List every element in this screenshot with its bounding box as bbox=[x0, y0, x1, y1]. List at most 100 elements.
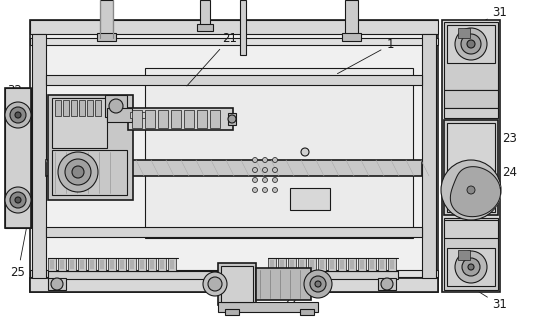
Text: 23: 23 bbox=[474, 132, 517, 154]
Bar bbox=[240, 0, 246, 55]
Bar bbox=[458, 28, 470, 38]
Circle shape bbox=[272, 157, 277, 162]
Bar bbox=[358, 258, 366, 271]
Bar bbox=[145, 68, 413, 238]
Circle shape bbox=[58, 152, 98, 192]
Circle shape bbox=[315, 281, 321, 287]
Bar bbox=[68, 258, 76, 271]
Circle shape bbox=[253, 157, 257, 162]
Bar bbox=[70, 260, 74, 269]
Bar bbox=[310, 260, 314, 269]
Text: 1: 1 bbox=[338, 38, 394, 74]
Bar bbox=[52, 98, 107, 148]
Bar bbox=[444, 218, 498, 290]
Bar bbox=[338, 258, 346, 271]
Bar bbox=[268, 258, 276, 271]
Circle shape bbox=[455, 251, 487, 283]
Bar bbox=[447, 248, 495, 286]
Bar bbox=[184, 110, 194, 128]
Bar bbox=[458, 250, 470, 260]
Bar bbox=[150, 260, 154, 269]
Bar bbox=[5, 88, 31, 228]
Circle shape bbox=[272, 168, 277, 172]
Bar bbox=[360, 260, 364, 269]
Bar bbox=[90, 260, 94, 269]
Bar bbox=[30, 38, 438, 45]
Bar bbox=[444, 120, 498, 215]
Circle shape bbox=[228, 115, 236, 123]
Bar bbox=[197, 24, 213, 31]
Bar bbox=[60, 260, 64, 269]
Circle shape bbox=[262, 168, 267, 172]
Bar bbox=[270, 260, 274, 269]
Bar bbox=[55, 100, 61, 116]
Bar bbox=[110, 260, 114, 269]
Circle shape bbox=[381, 278, 393, 290]
Text: 22: 22 bbox=[276, 274, 297, 308]
Text: 25: 25 bbox=[11, 223, 27, 279]
Bar bbox=[52, 150, 127, 195]
Bar bbox=[108, 258, 116, 271]
Bar bbox=[370, 260, 374, 269]
Bar bbox=[107, 108, 132, 122]
Bar bbox=[132, 110, 142, 128]
Bar bbox=[444, 108, 498, 118]
Bar bbox=[30, 270, 438, 277]
Bar bbox=[390, 260, 394, 269]
Bar bbox=[256, 268, 311, 300]
Bar bbox=[48, 278, 66, 290]
Bar bbox=[368, 258, 376, 271]
Circle shape bbox=[310, 276, 326, 292]
Bar bbox=[79, 100, 85, 116]
Bar bbox=[300, 309, 314, 315]
Bar bbox=[58, 258, 66, 271]
Bar bbox=[300, 260, 304, 269]
Bar bbox=[105, 95, 127, 117]
Text: 31: 31 bbox=[470, 5, 507, 29]
Bar bbox=[30, 20, 438, 292]
Bar bbox=[50, 260, 54, 269]
Bar bbox=[130, 112, 145, 118]
Circle shape bbox=[262, 177, 267, 183]
Circle shape bbox=[455, 28, 487, 60]
Bar bbox=[95, 100, 101, 116]
Text: 21: 21 bbox=[187, 31, 238, 86]
Circle shape bbox=[51, 278, 63, 290]
Bar bbox=[280, 260, 284, 269]
Bar bbox=[340, 260, 344, 269]
Bar bbox=[320, 260, 324, 269]
Bar bbox=[32, 34, 46, 278]
Bar bbox=[170, 260, 174, 269]
Circle shape bbox=[203, 272, 227, 296]
Circle shape bbox=[301, 148, 309, 156]
Bar bbox=[145, 110, 155, 128]
Bar bbox=[447, 123, 495, 212]
Bar bbox=[444, 90, 498, 108]
Bar bbox=[63, 100, 69, 116]
Bar bbox=[298, 258, 306, 271]
Bar bbox=[128, 108, 233, 130]
Bar bbox=[348, 258, 356, 271]
Bar bbox=[378, 258, 386, 271]
Bar bbox=[100, 0, 113, 38]
Bar bbox=[218, 302, 318, 312]
Bar bbox=[160, 260, 164, 269]
Bar bbox=[97, 33, 116, 41]
Bar bbox=[48, 95, 133, 200]
Bar bbox=[48, 271, 398, 279]
Bar bbox=[30, 20, 438, 34]
Bar bbox=[288, 258, 296, 271]
Circle shape bbox=[467, 40, 475, 48]
Bar bbox=[378, 278, 396, 290]
Bar bbox=[130, 260, 134, 269]
Circle shape bbox=[467, 186, 475, 194]
Circle shape bbox=[272, 188, 277, 192]
Circle shape bbox=[468, 264, 474, 270]
Bar bbox=[380, 260, 384, 269]
Text: 24: 24 bbox=[474, 165, 517, 187]
Circle shape bbox=[461, 34, 481, 54]
Bar bbox=[225, 309, 239, 315]
Bar bbox=[422, 34, 436, 278]
Bar bbox=[228, 113, 236, 125]
Bar bbox=[197, 110, 207, 128]
